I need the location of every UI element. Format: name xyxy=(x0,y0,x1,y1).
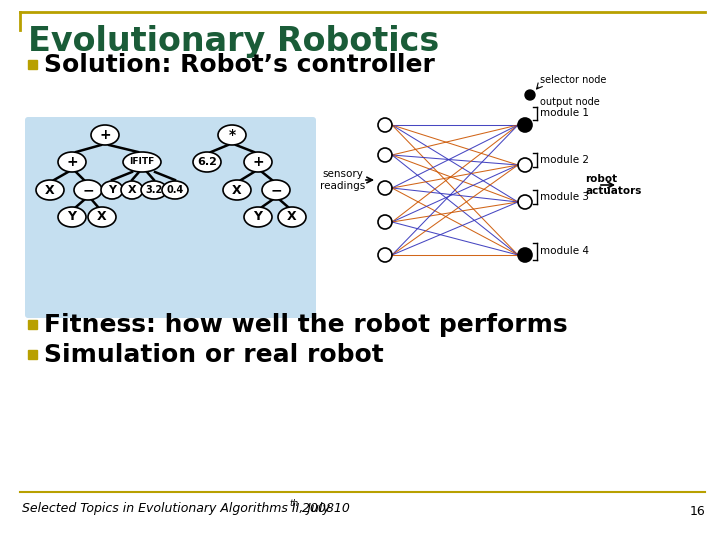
Ellipse shape xyxy=(123,152,161,172)
Ellipse shape xyxy=(278,207,306,227)
Ellipse shape xyxy=(244,207,272,227)
Text: module 3: module 3 xyxy=(540,192,589,202)
Text: X: X xyxy=(97,211,107,224)
Ellipse shape xyxy=(91,125,119,145)
Text: Evolutionary Robotics: Evolutionary Robotics xyxy=(28,25,439,58)
Text: robot
actuators: robot actuators xyxy=(585,174,642,196)
Circle shape xyxy=(518,118,532,132)
Text: X: X xyxy=(45,184,55,197)
Text: Solution: Robot’s controller: Solution: Robot’s controller xyxy=(44,53,435,77)
Text: module 2: module 2 xyxy=(540,155,589,165)
Bar xyxy=(28,320,37,329)
Text: −: − xyxy=(82,183,94,197)
Ellipse shape xyxy=(121,181,143,199)
Text: selector node: selector node xyxy=(540,75,606,85)
Text: Fitness: how well the robot performs: Fitness: how well the robot performs xyxy=(44,313,567,337)
Bar xyxy=(28,350,37,359)
FancyBboxPatch shape xyxy=(25,117,316,318)
Text: Y: Y xyxy=(68,211,76,224)
Ellipse shape xyxy=(74,180,102,200)
Text: sensory
readings: sensory readings xyxy=(320,169,366,191)
Ellipse shape xyxy=(223,180,251,200)
Text: X: X xyxy=(127,185,136,195)
Text: +: + xyxy=(99,128,111,142)
Text: 2008: 2008 xyxy=(298,502,334,515)
Ellipse shape xyxy=(244,152,272,172)
Ellipse shape xyxy=(141,181,167,199)
Ellipse shape xyxy=(262,180,290,200)
Text: th: th xyxy=(289,499,298,508)
Text: Y: Y xyxy=(108,185,116,195)
Text: +: + xyxy=(66,155,78,169)
Ellipse shape xyxy=(36,180,64,200)
Text: X: X xyxy=(287,211,297,224)
Ellipse shape xyxy=(58,152,86,172)
Bar xyxy=(28,60,37,69)
Ellipse shape xyxy=(162,181,188,199)
Ellipse shape xyxy=(193,152,221,172)
Text: IFITF: IFITF xyxy=(130,158,155,166)
Text: output node: output node xyxy=(540,97,600,107)
Text: Selected Topics in Evolutionary Algorithms II, July 10: Selected Topics in Evolutionary Algorith… xyxy=(22,502,350,515)
Text: 0.4: 0.4 xyxy=(166,185,184,195)
Text: −: − xyxy=(270,183,282,197)
Text: +: + xyxy=(252,155,264,169)
Circle shape xyxy=(518,248,532,262)
Text: module 4: module 4 xyxy=(540,246,589,256)
Text: Y: Y xyxy=(253,211,263,224)
Text: *: * xyxy=(228,128,235,142)
Ellipse shape xyxy=(88,207,116,227)
Ellipse shape xyxy=(58,207,86,227)
Text: 3.2: 3.2 xyxy=(145,185,163,195)
Ellipse shape xyxy=(101,181,123,199)
Text: module 1: module 1 xyxy=(540,109,589,118)
Text: 16: 16 xyxy=(689,505,705,518)
Text: Simulation or real robot: Simulation or real robot xyxy=(44,343,384,367)
Circle shape xyxy=(525,90,535,100)
Text: 6.2: 6.2 xyxy=(197,157,217,167)
Text: X: X xyxy=(232,184,242,197)
Ellipse shape xyxy=(218,125,246,145)
